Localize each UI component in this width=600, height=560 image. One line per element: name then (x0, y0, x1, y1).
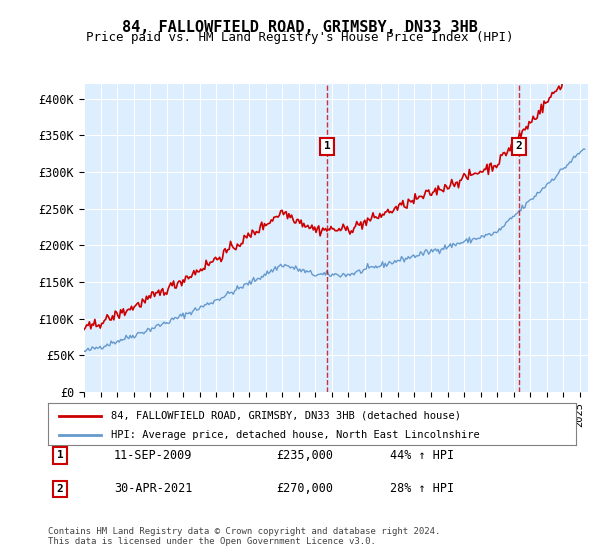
Text: 2: 2 (56, 484, 64, 494)
Text: 30-APR-2021: 30-APR-2021 (114, 482, 193, 496)
Text: 84, FALLOWFIELD ROAD, GRIMSBY, DN33 3HB: 84, FALLOWFIELD ROAD, GRIMSBY, DN33 3HB (122, 20, 478, 35)
Text: 44% ↑ HPI: 44% ↑ HPI (390, 449, 454, 462)
Text: 11-SEP-2009: 11-SEP-2009 (114, 449, 193, 462)
Text: £270,000: £270,000 (276, 482, 333, 496)
Text: 1: 1 (323, 141, 330, 151)
Text: 84, FALLOWFIELD ROAD, GRIMSBY, DN33 3HB (detached house): 84, FALLOWFIELD ROAD, GRIMSBY, DN33 3HB … (112, 411, 461, 421)
Text: £235,000: £235,000 (276, 449, 333, 462)
Text: Contains HM Land Registry data © Crown copyright and database right 2024.
This d: Contains HM Land Registry data © Crown c… (48, 526, 440, 546)
Text: 28% ↑ HPI: 28% ↑ HPI (390, 482, 454, 496)
Text: Price paid vs. HM Land Registry's House Price Index (HPI): Price paid vs. HM Land Registry's House … (86, 31, 514, 44)
Text: HPI: Average price, detached house, North East Lincolnshire: HPI: Average price, detached house, Nort… (112, 430, 480, 440)
Text: 1: 1 (56, 450, 64, 460)
Text: 2: 2 (516, 141, 523, 151)
